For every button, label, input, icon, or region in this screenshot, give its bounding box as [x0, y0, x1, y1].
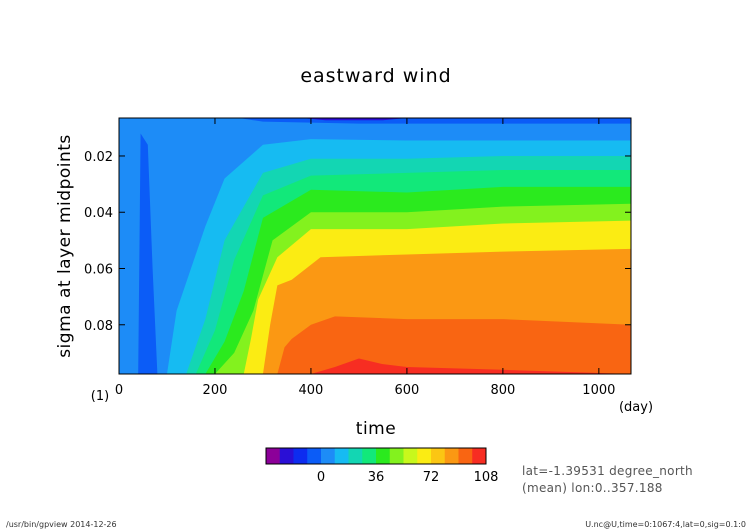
colorbar-frame [265, 447, 487, 465]
x-tick-label: 1000 [582, 383, 615, 398]
lon-annotation: (mean) lon:0..357.188 [522, 481, 663, 495]
x-tick-label: 400 [299, 383, 324, 398]
colorbar-swatch [444, 448, 459, 464]
colorbar-tick-label: 36 [368, 470, 385, 485]
y-tick-label: 0.08 [84, 319, 113, 334]
x-axis-unit: (day) [619, 400, 653, 415]
x-tick-label: 0 [115, 383, 123, 398]
colorbar-swatch [403, 448, 418, 464]
colorbar-tick-label: 108 [474, 470, 499, 485]
colorbar: 0 36 72 108 [265, 447, 499, 485]
colorbar-swatch [472, 448, 487, 464]
y-axis: 0.02 0.04 0.06 0.08 [84, 150, 631, 334]
contour-band [119, 316, 631, 374]
colorbar-swatch [431, 448, 446, 464]
x-tick-label: 600 [394, 383, 419, 398]
y-axis-unit: (1) [91, 389, 109, 404]
x-axis-label: time [356, 419, 396, 439]
lat-annotation: lat=-1.39531 degree_north [522, 464, 693, 478]
colorbar-tick-label: 0 [317, 470, 325, 485]
colorbar-swatch [417, 448, 432, 464]
contour-band-streak [138, 133, 158, 374]
colorbar-swatch [334, 448, 349, 464]
colorbar-swatch [458, 448, 473, 464]
colorbar-tick-label: 72 [423, 470, 440, 485]
colorbar-swatch [376, 448, 391, 464]
colorbar-swatch [279, 448, 294, 464]
contour-band-negative [301, 118, 407, 121]
colorbar-swatch [389, 448, 404, 464]
plot-area [119, 118, 631, 374]
y-tick-label: 0.04 [84, 206, 113, 221]
plot-frame [118, 117, 632, 375]
y-tick-label: 0.02 [84, 150, 113, 165]
colorbar-swatch [266, 448, 281, 464]
x-axis: 0 200 400 600 800 1000 [115, 118, 615, 398]
y-tick-label: 0.06 [84, 263, 113, 278]
footer-left: /usr/bin/gpview 2014-12-26 [6, 520, 117, 529]
x-tick-label: 800 [490, 383, 515, 398]
x-tick-label: 200 [203, 383, 228, 398]
colorbar-swatch [362, 448, 377, 464]
colorbar-swatch [293, 448, 308, 464]
chart-title: eastward wind [300, 65, 451, 87]
footer-right: U.nc@U,time=0:1067:4,lat=0,sig=0.1:0 [585, 520, 746, 529]
colorbar-swatch [348, 448, 363, 464]
y-axis-label: sigma at layer midpoints [55, 134, 75, 358]
colorbar-swatch [307, 448, 322, 464]
colorbar-swatch [321, 448, 336, 464]
